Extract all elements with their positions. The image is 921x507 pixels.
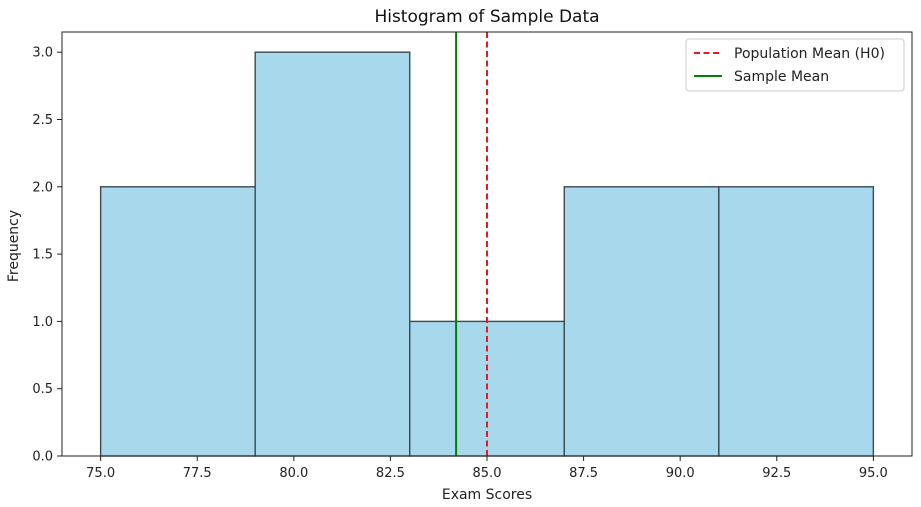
x-tick-label: 82.5 [376,466,405,481]
x-tick-label: 95.0 [859,466,888,481]
legend-label: Population Mean (H0) [734,46,885,62]
histogram-bar-4 [563,186,720,457]
y-tick-label: 0.0 [32,450,53,465]
chart-title: Histogram of Sample Data [374,7,599,27]
legend-box [685,38,905,92]
y-tick-label: 1.0 [32,315,53,330]
y-axis-title: Frequency [6,210,22,282]
y-tick-label: 1.5 [32,248,53,263]
x-tick-label: 87.5 [569,466,598,481]
x-axis-ticks: 75.0 77.5 80.0 82.5 85.0 87.5 90.0 92.5 95.0 [86,456,888,481]
y-tick-label: 3.0 [32,46,53,61]
x-tick-label: 75.0 [86,466,115,481]
mean-lines-layer [455,32,488,456]
y-tick-label: 0.5 [32,382,53,397]
x-tick-label: 92.5 [762,466,791,481]
x-tick-label: 90.0 [666,466,695,481]
histogram-bar-2 [254,51,411,457]
histogram-bar-5 [718,186,875,457]
x-tick-label: 77.5 [183,466,212,481]
y-tick-label: 2.0 [32,180,53,195]
y-tick-label: 2.5 [32,113,53,128]
y-axis-ticks: 0.0 0.5 1.0 1.5 2.0 2.5 3.0 [32,46,62,465]
histogram-bar-1 [99,186,256,457]
legend: Population Mean (H0) Sample Mean [685,38,905,92]
x-axis-title: Exam Scores [442,487,532,503]
legend-label: Sample Mean [734,69,829,85]
x-tick-label: 80.0 [279,466,308,481]
x-tick-label: 85.0 [473,466,502,481]
